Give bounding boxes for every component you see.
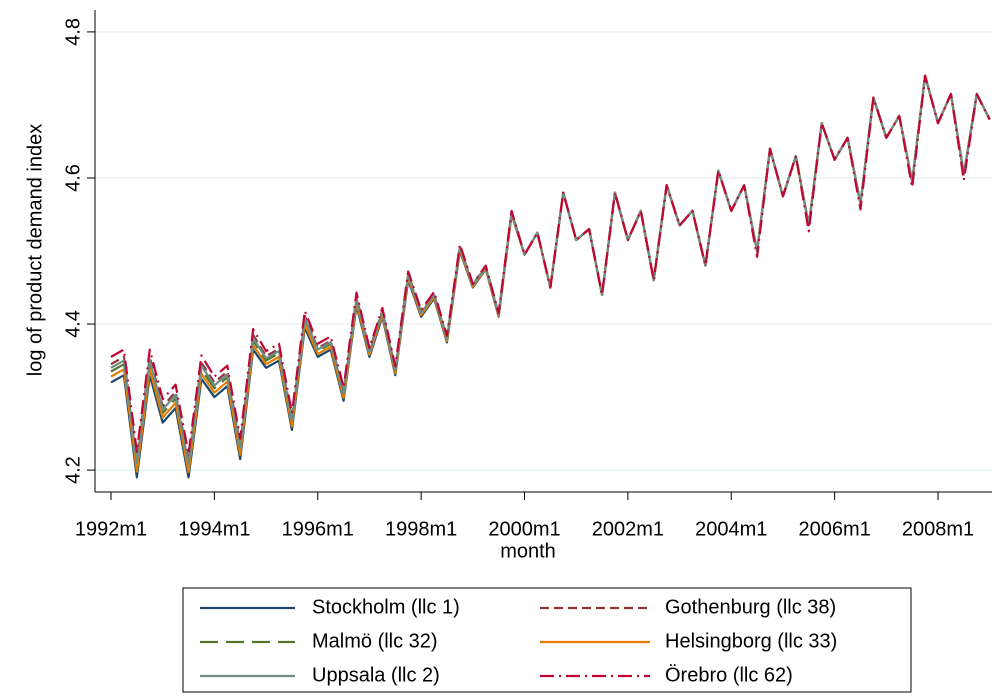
x-tick-label: 2002m1	[592, 518, 664, 540]
y-axis-label: log of product demand index	[24, 124, 46, 376]
legend-label: Helsingborg (llc 33)	[665, 630, 837, 652]
x-tick-label: 1998m1	[385, 518, 457, 540]
x-axis-label: month	[500, 540, 556, 562]
x-tick-label: 1996m1	[282, 518, 354, 540]
legend-label: Gothenburg (llc 38)	[665, 596, 836, 618]
legend-label: Stockholm (llc 1)	[312, 596, 460, 618]
legend-label: Uppsala (llc 2)	[312, 664, 440, 686]
x-tick-label: 2008m1	[902, 518, 974, 540]
y-tick-label: 4.2	[62, 456, 84, 484]
y-tick-label: 4.4	[62, 310, 84, 338]
legend-label: Malmö (llc 32)	[312, 630, 438, 652]
y-tick-label: 4.6	[62, 164, 84, 192]
x-tick-label: 1994m1	[178, 518, 250, 540]
x-tick-label: 2004m1	[695, 518, 767, 540]
legend-label: Örebro (llc 62)	[665, 664, 793, 686]
x-tick-label: 2000m1	[488, 518, 560, 540]
y-tick-label: 4.8	[62, 18, 84, 46]
x-tick-label: 2006m1	[798, 518, 870, 540]
legend-box	[182, 587, 912, 693]
series-line	[110, 74, 991, 456]
x-tick-label: 1992m1	[75, 518, 147, 540]
